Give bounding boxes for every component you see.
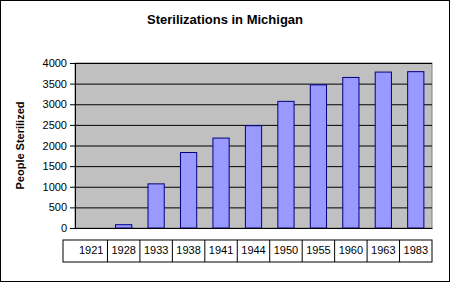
x-tick-label: 1983	[404, 244, 428, 256]
y-tick-label: 1500	[43, 160, 67, 172]
y-axis-title: People Sterilized	[14, 101, 26, 189]
bar	[245, 126, 261, 228]
x-tick-label: 1933	[144, 244, 168, 256]
y-tick: 2500	[43, 119, 75, 131]
x-tick-label: 1955	[306, 244, 330, 256]
bar	[343, 77, 359, 228]
y-tick-label: 2000	[43, 140, 67, 152]
x-tick-label: 1960	[339, 244, 363, 256]
y-tick-mark	[70, 166, 75, 167]
bar	[375, 72, 391, 228]
category-divider	[367, 240, 368, 262]
x-tick: 1983	[404, 228, 428, 256]
y-tick: 3000	[43, 98, 75, 110]
x-tick: 1960	[339, 228, 363, 256]
y-axis: 0 500 1000 1500 2000 2500 3000 3500 4000	[43, 57, 76, 234]
category-divider	[269, 240, 270, 262]
y-tick-mark	[70, 104, 75, 105]
grid-line	[75, 63, 432, 64]
grid-line	[75, 228, 432, 229]
x-axis-line	[76, 228, 433, 229]
y-tick-mark	[70, 84, 75, 85]
x-tick-label: 1938	[176, 244, 200, 256]
x-tick: 1944	[241, 228, 265, 256]
plot: 0 500 1000 1500 2000 2500 3000 3500 4000 1921 1928…	[43, 57, 433, 262]
category-divider	[172, 240, 173, 262]
y-tick-label: 2500	[43, 119, 67, 131]
category-divider	[399, 240, 400, 262]
bar	[180, 153, 196, 228]
x-tick-label: 1963	[371, 244, 395, 256]
y-tick-label: 1000	[43, 181, 67, 193]
y-tick-mark	[70, 228, 75, 229]
x-tick: 1941	[209, 228, 233, 256]
y-tick: 1500	[43, 160, 75, 172]
y-tick: 1000	[43, 181, 75, 193]
category-cells	[63, 240, 432, 262]
plot-background	[75, 63, 432, 228]
bar	[83, 228, 99, 229]
y-tick-label: 4000	[43, 57, 67, 69]
y-tick: 3500	[43, 78, 75, 90]
y-tick-label: 3000	[43, 98, 67, 110]
chart: 0 500 1000 1500 2000 2500 3000 3500 4000 1921 1928…	[0, 0, 450, 282]
category-divider	[107, 240, 108, 262]
y-tick: 500	[49, 201, 75, 213]
y-tick-mark	[70, 125, 75, 126]
bar	[116, 225, 132, 228]
bar	[310, 85, 326, 228]
bar	[408, 72, 424, 228]
category-divider	[237, 240, 238, 262]
x-axis: 1921 1928 1933 1938 1941 1944 1950 1955 1960 1963…	[76, 228, 433, 256]
category-divider	[334, 240, 335, 262]
x-tick: 1963	[371, 228, 395, 256]
x-tick: 1950	[274, 228, 298, 256]
y-tick-label: 500	[49, 201, 67, 213]
bar	[148, 184, 164, 228]
x-tick: 1933	[144, 228, 168, 256]
bars	[116, 72, 424, 228]
x-tick: 1938	[176, 228, 200, 256]
bar	[213, 138, 229, 228]
y-tick: 2000	[43, 140, 75, 152]
chart-border	[1, 1, 450, 282]
y-tick-label: 3500	[43, 78, 67, 90]
y-tick-mark	[70, 146, 75, 147]
y-tick: 4000	[43, 57, 75, 69]
category-divider	[139, 240, 140, 262]
x-tick-label: 1921	[79, 244, 103, 256]
y-tick: 0	[61, 222, 75, 234]
bar	[278, 101, 294, 228]
y-tick-mark	[70, 63, 75, 64]
y-tick-mark	[70, 187, 75, 188]
x-tick: 1928	[111, 228, 135, 256]
x-tick: 1921	[79, 228, 103, 256]
x-tick-label: 1950	[274, 244, 298, 256]
category-divider	[302, 240, 303, 262]
y-tick-mark	[70, 207, 75, 208]
title: Sterilizations in Michigan	[147, 12, 303, 27]
x-tick-label: 1944	[241, 244, 265, 256]
y-tick-label: 0	[61, 222, 67, 234]
x-tick-label: 1941	[209, 244, 233, 256]
y-axis-line	[70, 64, 76, 229]
category-divider	[204, 240, 205, 262]
x-tick: 1955	[306, 228, 330, 256]
grid	[75, 64, 432, 229]
x-tick-label: 1928	[111, 244, 135, 256]
category-box	[63, 240, 432, 262]
